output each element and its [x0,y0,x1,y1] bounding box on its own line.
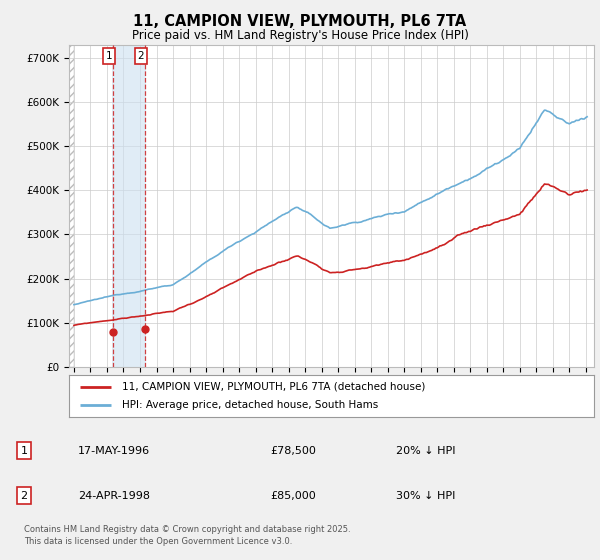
Text: 17-MAY-1996: 17-MAY-1996 [78,446,150,456]
Text: 2: 2 [137,51,144,61]
Text: £78,500: £78,500 [270,446,316,456]
Bar [69,45,74,367]
Text: 20% ↓ HPI: 20% ↓ HPI [396,446,455,456]
Text: 1: 1 [20,446,28,456]
Text: 1: 1 [106,51,112,61]
Text: 11, CAMPION VIEW, PLYMOUTH, PL6 7TA (detached house): 11, CAMPION VIEW, PLYMOUTH, PL6 7TA (det… [121,382,425,392]
Bar [112,45,146,367]
Text: £85,000: £85,000 [270,491,316,501]
Text: Contains HM Land Registry data © Crown copyright and database right 2025.
This d: Contains HM Land Registry data © Crown c… [24,525,350,546]
Text: 24-APR-1998: 24-APR-1998 [78,491,150,501]
Text: 30% ↓ HPI: 30% ↓ HPI [396,491,455,501]
Text: Price paid vs. HM Land Registry's House Price Index (HPI): Price paid vs. HM Land Registry's House … [131,29,469,42]
Text: HPI: Average price, detached house, South Hams: HPI: Average price, detached house, Sout… [121,400,378,410]
Text: 2: 2 [20,491,28,501]
Text: 11, CAMPION VIEW, PLYMOUTH, PL6 7TA: 11, CAMPION VIEW, PLYMOUTH, PL6 7TA [133,14,467,29]
